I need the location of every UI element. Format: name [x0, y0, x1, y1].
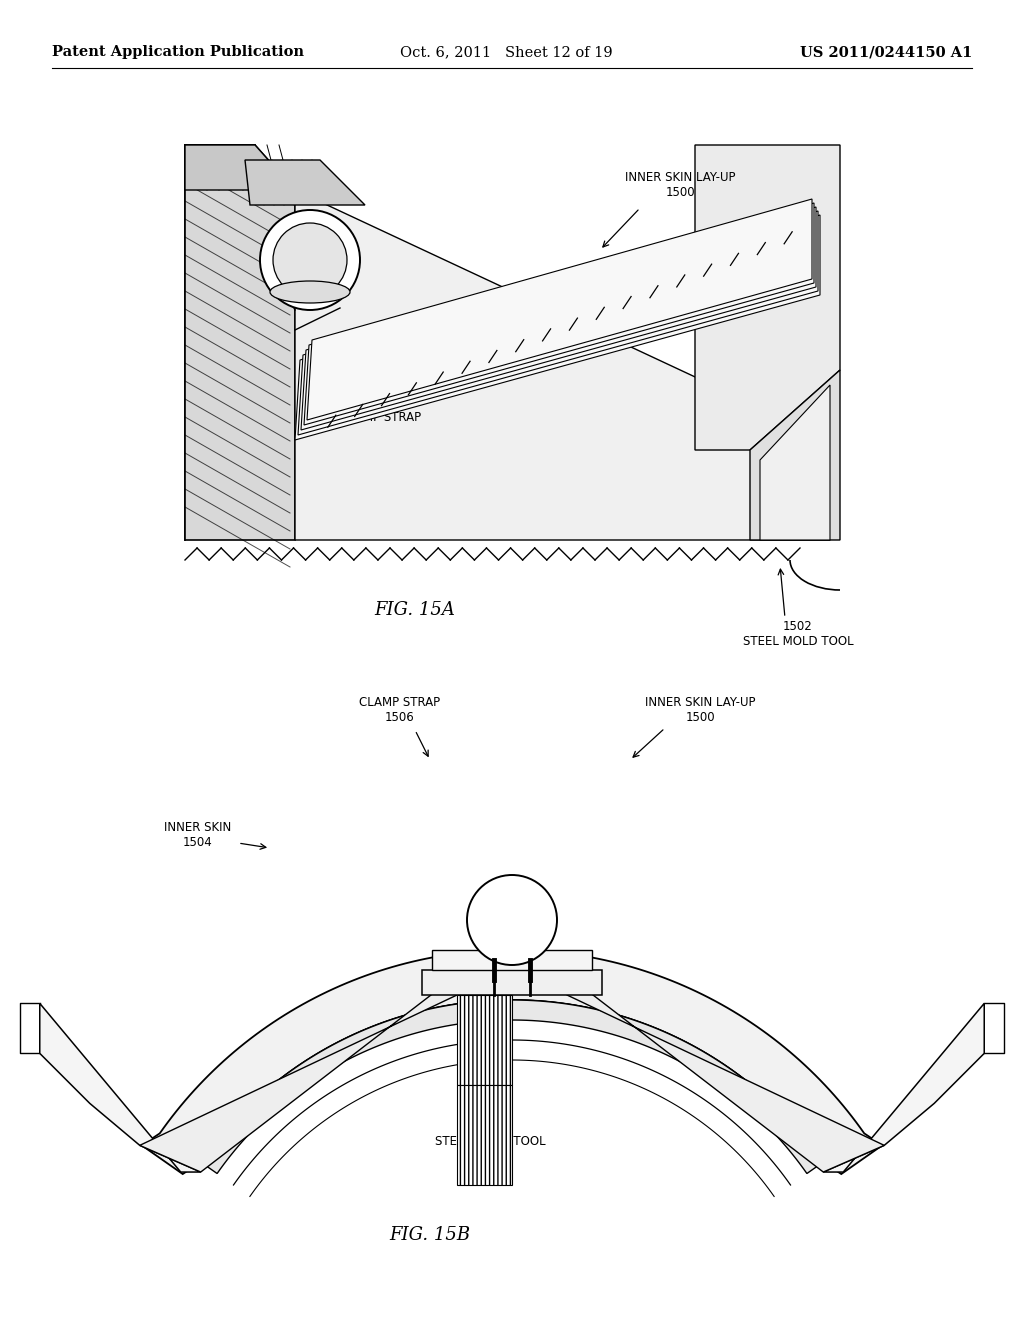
Polygon shape: [760, 385, 830, 540]
Polygon shape: [139, 975, 457, 1172]
Circle shape: [467, 875, 557, 965]
Polygon shape: [298, 211, 818, 436]
Polygon shape: [307, 199, 812, 420]
Polygon shape: [750, 370, 840, 540]
Polygon shape: [695, 145, 840, 450]
Circle shape: [273, 223, 347, 297]
Text: 1502
STEEL MOLD TOOL: 1502 STEEL MOLD TOOL: [742, 620, 853, 648]
Text: 1502
STEEL MOLD TOOL: 1502 STEEL MOLD TOOL: [434, 1119, 546, 1148]
Polygon shape: [185, 145, 295, 190]
Text: CLAMP STRAP
1506: CLAMP STRAP 1506: [359, 696, 440, 723]
Polygon shape: [301, 207, 816, 430]
Polygon shape: [40, 1003, 201, 1172]
Text: FIG. 15B: FIG. 15B: [389, 1226, 471, 1243]
Circle shape: [260, 210, 360, 310]
Polygon shape: [567, 975, 885, 1172]
Polygon shape: [295, 215, 820, 440]
Polygon shape: [823, 1003, 984, 1172]
Text: FIG. 15A: FIG. 15A: [375, 601, 456, 619]
Polygon shape: [185, 145, 295, 540]
Polygon shape: [432, 950, 592, 970]
Polygon shape: [457, 995, 512, 1085]
Text: 1506
CLAMP STRAP: 1506 CLAMP STRAP: [340, 396, 421, 424]
Ellipse shape: [270, 281, 350, 304]
Polygon shape: [141, 950, 883, 1173]
Polygon shape: [201, 1001, 823, 1173]
Text: Patent Application Publication: Patent Application Publication: [52, 45, 304, 59]
Text: Oct. 6, 2011   Sheet 12 of 19: Oct. 6, 2011 Sheet 12 of 19: [400, 45, 612, 59]
Polygon shape: [295, 190, 830, 540]
Text: INNER SKIN LAY-UP
1500: INNER SKIN LAY-UP 1500: [645, 696, 756, 723]
Polygon shape: [245, 160, 365, 205]
Text: INNER SKIN
1504: INNER SKIN 1504: [660, 276, 727, 304]
Polygon shape: [304, 203, 814, 425]
Polygon shape: [457, 1085, 512, 1185]
Text: INNER SKIN
1504: INNER SKIN 1504: [165, 821, 231, 849]
Text: US 2011/0244150 A1: US 2011/0244150 A1: [800, 45, 972, 59]
Polygon shape: [422, 970, 602, 995]
Text: INNER SKIN LAY-UP
1500: INNER SKIN LAY-UP 1500: [625, 172, 735, 199]
